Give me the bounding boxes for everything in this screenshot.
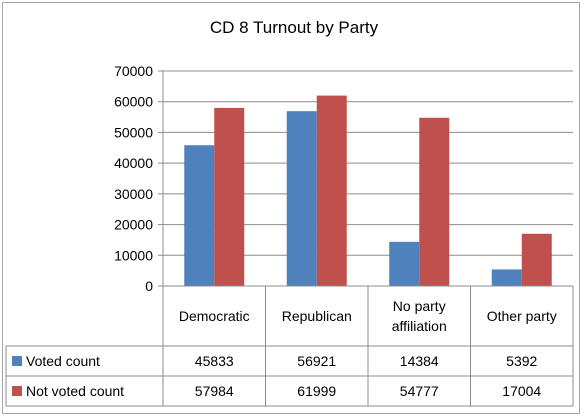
data-table-value: 17004 bbox=[502, 383, 541, 399]
bar-not-voted bbox=[316, 95, 347, 287]
y-tick-label: 70000 bbox=[114, 63, 153, 79]
y-tick-label: 40000 bbox=[114, 155, 153, 171]
y-tick-label: 10000 bbox=[114, 247, 153, 263]
data-table-value: 14384 bbox=[400, 353, 439, 369]
category-label: Democratic bbox=[179, 308, 250, 324]
y-tick-label: 20000 bbox=[114, 217, 153, 233]
category-label: Republican bbox=[282, 308, 352, 324]
bar-voted bbox=[184, 145, 215, 286]
y-tick-label: 0 bbox=[145, 278, 153, 294]
chart-frame: CD 8 Turnout by Party 0 10000 20000 30000 40… bbox=[2, 2, 580, 414]
data-table-value: 57984 bbox=[195, 383, 234, 399]
bar-voted bbox=[491, 269, 522, 286]
bar-chart: CD 8 Turnout by Party 0 10000 20000 30000 40… bbox=[5, 18, 574, 407]
bar-not-voted bbox=[214, 107, 245, 287]
data-table-value: 54777 bbox=[400, 383, 439, 399]
bar-not-voted bbox=[419, 117, 450, 287]
bar-not-voted bbox=[521, 233, 552, 286]
y-tick-label: 50000 bbox=[114, 124, 153, 140]
category-label: No party bbox=[393, 298, 446, 314]
category-label: affiliation bbox=[392, 318, 447, 334]
data-table-value: 45833 bbox=[195, 353, 234, 369]
legend-label: Voted count bbox=[26, 353, 100, 369]
legend-label: Not voted count bbox=[26, 383, 124, 399]
bar-voted bbox=[389, 241, 420, 286]
y-tick-label: 30000 bbox=[114, 186, 153, 202]
legend-key-not-voted bbox=[12, 386, 22, 396]
chart-title: CD 8 Turnout by Party bbox=[210, 18, 379, 37]
legend-key-voted bbox=[12, 356, 22, 366]
data-table-value: 56921 bbox=[297, 353, 336, 369]
data-table-value: 61999 bbox=[297, 383, 336, 399]
bar-voted bbox=[286, 111, 317, 287]
y-tick-label: 60000 bbox=[114, 94, 153, 110]
data-table-value: 5392 bbox=[506, 353, 537, 369]
category-label: Other party bbox=[487, 308, 557, 324]
